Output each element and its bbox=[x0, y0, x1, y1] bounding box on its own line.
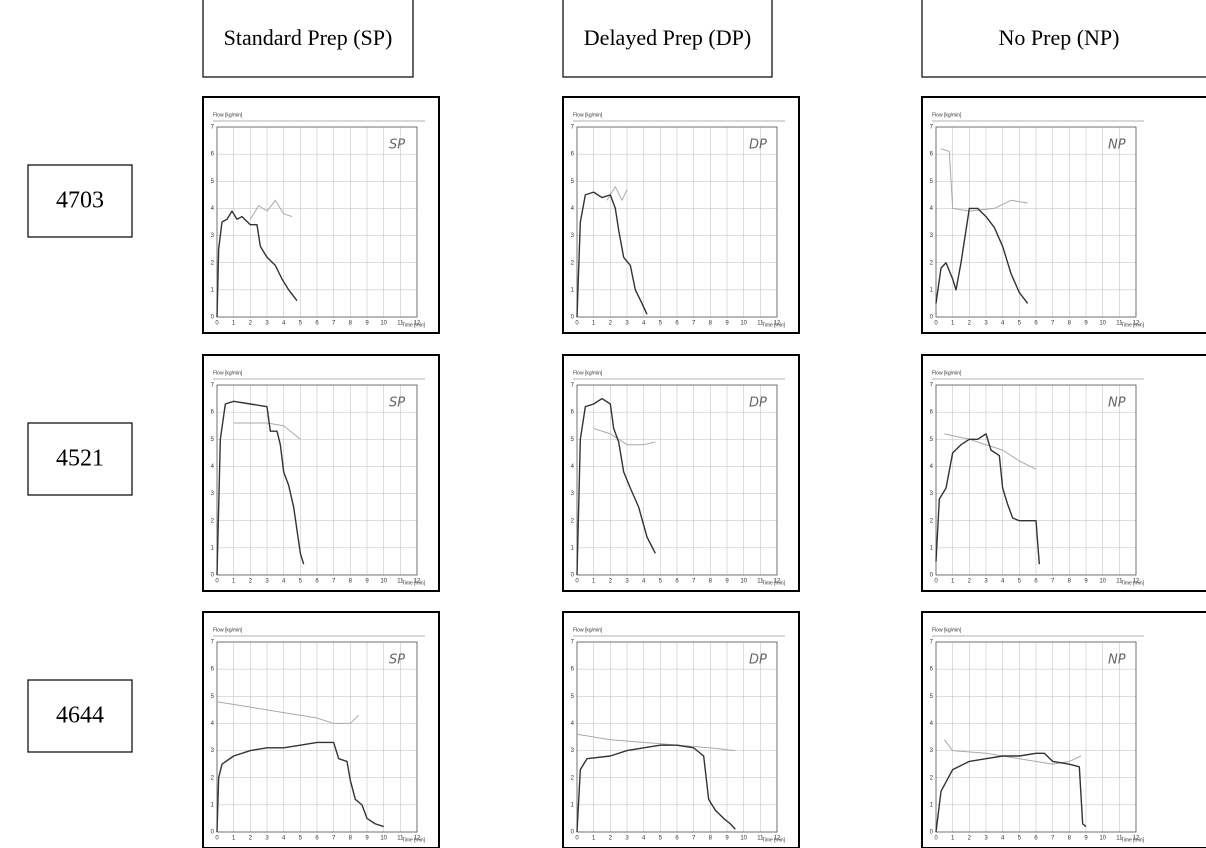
x-tick-label: 11 bbox=[757, 321, 764, 327]
x-tick-label: 10 bbox=[740, 836, 747, 842]
panel-frame bbox=[203, 355, 439, 591]
y-axis-label: Flow [kg/min] bbox=[573, 627, 603, 633]
y-axis-label: Flow [kg/min] bbox=[932, 627, 962, 633]
panel-frame bbox=[203, 97, 439, 333]
row-label: 4521 bbox=[56, 446, 104, 472]
flow-chart: Flow [kg/min]Time [min]01234567891011120… bbox=[563, 97, 799, 333]
handwritten-note: DP bbox=[749, 138, 767, 153]
panel-frame bbox=[563, 355, 799, 591]
flow-chart: Flow [kg/min]Time [min]01234567891011120… bbox=[563, 612, 799, 848]
x-tick-label: 12 bbox=[774, 836, 781, 842]
y-axis-label: Flow [kg/min] bbox=[573, 370, 603, 376]
flow-chart: Flow [kg/min]Time [min]01234567891011120… bbox=[203, 612, 439, 848]
x-tick-label: 11 bbox=[1116, 836, 1123, 842]
y-axis-label: Flow [kg/min] bbox=[213, 370, 243, 376]
column-header: Delayed Prep (DP) bbox=[584, 25, 751, 50]
handwritten-note: NP bbox=[1108, 138, 1126, 153]
x-tick-label: 11 bbox=[1116, 321, 1123, 327]
panel-frame bbox=[922, 97, 1206, 333]
figure: Standard Prep (SP) Delayed Prep (DP) No Pr… bbox=[0, 0, 1206, 848]
handwritten-note: NP bbox=[1108, 396, 1126, 411]
handwritten-note: DP bbox=[749, 653, 767, 668]
x-tick-label: 11 bbox=[397, 321, 404, 327]
x-tick-label: 11 bbox=[757, 836, 764, 842]
x-tick-label: 12 bbox=[774, 321, 781, 327]
panel-frame bbox=[563, 612, 799, 848]
x-tick-label: 10 bbox=[1099, 836, 1106, 842]
x-tick-label: 10 bbox=[380, 836, 387, 842]
flow-chart: Flow [kg/min]Time [min]01234567891011120… bbox=[922, 97, 1206, 333]
y-axis-label: Flow [kg/min] bbox=[573, 112, 603, 118]
handwritten-note: SP bbox=[389, 396, 405, 411]
handwritten-note: NP bbox=[1108, 653, 1126, 668]
column-header: No Prep (NP) bbox=[999, 25, 1120, 50]
x-tick-label: 10 bbox=[380, 321, 387, 327]
x-tick-label: 10 bbox=[740, 321, 747, 327]
column-header: Standard Prep (SP) bbox=[224, 25, 393, 50]
panel-frame bbox=[922, 612, 1206, 848]
x-tick-label: 12 bbox=[1133, 836, 1140, 842]
flow-chart: Flow [kg/min]Time [min]01234567891011120… bbox=[922, 355, 1206, 591]
x-tick-label: 11 bbox=[757, 579, 764, 585]
panel-frame bbox=[203, 612, 439, 848]
handwritten-note: DP bbox=[749, 396, 767, 411]
x-tick-label: 11 bbox=[1116, 579, 1123, 585]
x-tick-label: 12 bbox=[414, 321, 421, 327]
x-tick-label: 10 bbox=[1099, 579, 1106, 585]
panel-frame bbox=[563, 97, 799, 333]
y-axis-label: Flow [kg/min] bbox=[213, 627, 243, 633]
x-tick-label: 12 bbox=[1133, 579, 1140, 585]
panel-frame bbox=[922, 355, 1206, 591]
handwritten-note: SP bbox=[389, 138, 405, 153]
flow-chart: Flow [kg/min]Time [min]01234567891011120… bbox=[922, 612, 1206, 848]
x-tick-label: 11 bbox=[397, 579, 404, 585]
page: {"columns": ["Standard Prep (SP)", "Dela… bbox=[0, 0, 1206, 848]
x-tick-label: 12 bbox=[1133, 321, 1140, 327]
x-tick-label: 12 bbox=[414, 579, 421, 585]
x-tick-label: 12 bbox=[414, 836, 421, 842]
x-tick-label: 10 bbox=[380, 579, 387, 585]
row-label: 4703 bbox=[56, 188, 104, 214]
y-axis-label: Flow [kg/min] bbox=[213, 112, 243, 118]
x-tick-label: 10 bbox=[1099, 321, 1106, 327]
handwritten-note: SP bbox=[389, 653, 405, 668]
y-axis-label: Flow [kg/min] bbox=[932, 112, 962, 118]
y-axis-label: Flow [kg/min] bbox=[932, 370, 962, 376]
x-tick-label: 10 bbox=[740, 579, 747, 585]
row-label: 4644 bbox=[56, 703, 104, 729]
x-tick-label: 11 bbox=[397, 836, 404, 842]
x-tick-label: 12 bbox=[774, 579, 781, 585]
